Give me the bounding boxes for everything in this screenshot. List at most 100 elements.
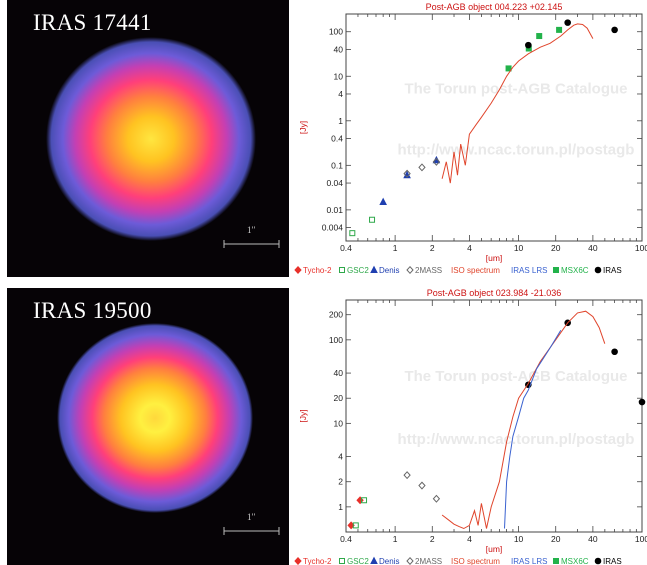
legend-label-iso: ISO spectrum — [451, 266, 500, 275]
watermark-line2: http://www.ncac.torun.pl/postagb — [398, 142, 635, 159]
gsc2-point — [349, 230, 356, 237]
legend-marker-tycho — [294, 556, 302, 565]
iras-point — [611, 348, 618, 356]
y-tick-label: 10 — [334, 71, 344, 81]
x-tick-label: 2 — [430, 243, 435, 253]
legend-marker-msx — [553, 558, 559, 564]
chart-title: Post-AGB object 023.984 -21.036 — [427, 288, 562, 298]
x-tick-label: 20 — [551, 243, 561, 253]
object-label: IRAS 17441 — [33, 10, 152, 35]
twomass-point — [403, 471, 411, 480]
legend-marker-gsc2 — [339, 267, 345, 273]
x-tick-label: 100 — [635, 534, 647, 544]
legend-marker-denis — [370, 265, 378, 273]
y-axis-label: [Jy] — [298, 409, 308, 422]
legend-label-denis: Denis — [379, 266, 399, 275]
legend-marker-iras — [594, 557, 602, 565]
x-tick-label: 40 — [588, 534, 598, 544]
iso-spectrum-line — [441, 23, 594, 184]
legend-label-twomass: 2MASS — [415, 557, 442, 565]
watermark-line1: The Torun post-AGB Catalogue — [404, 368, 627, 385]
twomass-point — [418, 481, 426, 490]
legend-label-denis: Denis — [379, 557, 399, 565]
y-tick-label: 40 — [334, 368, 344, 378]
legend-label-iras: IRAS — [603, 557, 622, 565]
x-axis-label: [um] — [486, 544, 503, 554]
scale-bar-label: 1′′ — [247, 512, 256, 522]
x-tick-label: 10 — [514, 534, 524, 544]
y-tick-label: 4 — [338, 452, 343, 462]
x-tick-label: 40 — [588, 243, 598, 253]
legend-label-tycho: Tycho-2 — [303, 557, 332, 565]
legend-marker-denis — [370, 556, 378, 564]
iso-spectrum-line — [441, 310, 606, 530]
x-tick-label: 100 — [635, 243, 647, 253]
legend-label-iras: IRAS — [603, 266, 622, 275]
image-panel-iras19500: IRAS 19500 1′′ — [7, 288, 289, 565]
legend-marker-twomass — [406, 556, 414, 565]
plot-frame — [345, 299, 643, 533]
y-tick-label: 0.4 — [331, 134, 343, 144]
y-tick-label: 1 — [338, 116, 343, 126]
y-tick-label: 20 — [334, 393, 344, 403]
y-tick-label: 10 — [334, 418, 344, 428]
y-tick-label: 4 — [338, 89, 343, 99]
y-tick-label: 0.01 — [326, 205, 343, 215]
x-axis-label: [um] — [486, 253, 503, 263]
watermark-line2: http://www.ncac.torun.pl/postagb — [398, 431, 635, 448]
x-tick-label: 1 — [393, 534, 398, 544]
y-tick-label: 0.1 — [331, 160, 343, 170]
sed-chart-1: Post-AGB object 004.223 +02.145 The Torun… — [294, 0, 647, 277]
y-axis-label: [Jy] — [298, 121, 308, 134]
sed-chart-2: Post-AGB object 023.984 -21.036 The Torun… — [294, 286, 647, 565]
y-tick-label: 0.004 — [322, 223, 344, 233]
y-tick-label: 100 — [329, 335, 343, 345]
y-tick-label: 2 — [338, 477, 343, 487]
blob-image — [46, 37, 280, 248]
x-tick-label: 0.4 — [340, 534, 352, 544]
twomass-point — [432, 494, 441, 503]
gsc2-point — [352, 522, 359, 529]
legend-label-tycho: Tycho-2 — [303, 266, 332, 275]
twomass-point — [432, 157, 441, 166]
twomass-point — [403, 169, 411, 178]
x-tick-label: 0.4 — [340, 243, 352, 253]
legend-marker-tycho — [294, 265, 302, 275]
plot-frame — [345, 13, 643, 242]
y-tick-label: 40 — [334, 44, 344, 54]
y-tick-label: 1 — [338, 502, 343, 512]
legend-label-iraslrs: IRAS LRS — [511, 266, 547, 275]
iras-point — [564, 19, 571, 26]
x-tick-label: 4 — [467, 534, 472, 544]
denis-point — [379, 197, 387, 206]
object-label: IRAS 19500 — [33, 298, 152, 323]
sed-chart-svg: Post-AGB object 004.223 +02.145 The Torun… — [294, 2, 647, 275]
legend-marker-gsc2 — [339, 558, 345, 564]
legend-label-iso: ISO spectrum — [451, 557, 500, 565]
legend-marker-twomass — [406, 265, 414, 275]
iras-point — [525, 41, 532, 49]
msx-point — [536, 33, 543, 40]
iras-point — [638, 398, 646, 406]
iraslrs-spectrum-line — [504, 330, 562, 529]
y-tick-label: 200 — [329, 310, 343, 320]
msx-point — [505, 65, 512, 72]
legend-label-twomass: 2MASS — [415, 266, 442, 275]
legend-label-msx: MSX6C — [561, 557, 589, 565]
legend-marker-msx — [553, 267, 559, 273]
iras-point — [611, 26, 618, 34]
chart-title: Post-AGB object 004.223 +02.145 — [426, 2, 563, 12]
sed-chart-svg: Post-AGB object 023.984 -21.036 The Torun… — [294, 288, 647, 565]
y-tick-label: 100 — [329, 27, 343, 37]
legend-marker-iras — [594, 266, 602, 274]
image-panel-iras17441: IRAS 17441 1′′ — [7, 0, 289, 277]
x-tick-label: 20 — [551, 534, 561, 544]
watermark-line1: The Torun post-AGB Catalogue — [404, 80, 627, 97]
x-tick-label: 1 — [393, 243, 398, 253]
x-tick-label: 2 — [430, 534, 435, 544]
legend-label-gsc2: GSC2 — [347, 266, 369, 275]
gsc2-point — [361, 497, 368, 504]
y-tick-label: 0.04 — [326, 178, 343, 188]
x-tick-label: 4 — [467, 243, 472, 253]
x-tick-label: 10 — [514, 243, 524, 253]
